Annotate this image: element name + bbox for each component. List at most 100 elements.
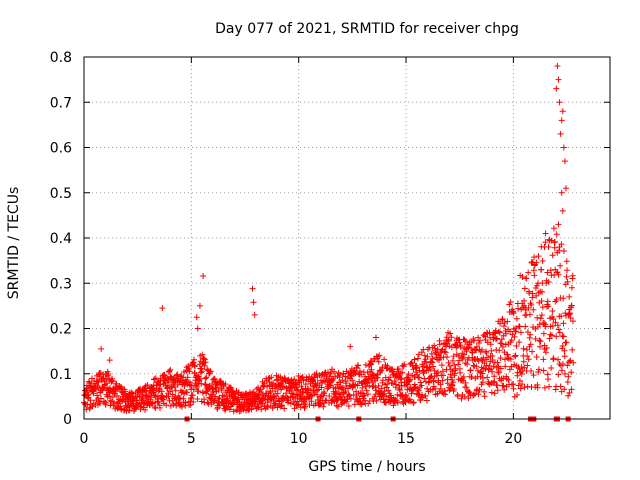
data-point: [279, 383, 286, 390]
grid-layer: [84, 57, 610, 419]
data-point: [570, 359, 577, 366]
data-point: [497, 355, 504, 362]
data-point: [481, 388, 488, 395]
data-point: [497, 365, 504, 372]
data-point: [383, 393, 390, 400]
data-point: [461, 393, 468, 400]
data-point: [442, 349, 449, 356]
data-point: [165, 393, 172, 400]
data-point: [559, 207, 566, 214]
data-point: [494, 382, 501, 389]
data-point: [211, 376, 218, 383]
data-point: [405, 371, 412, 378]
data-point: [450, 386, 457, 393]
data-point: [385, 387, 392, 394]
data-point: [489, 368, 496, 375]
data-point: [423, 359, 430, 366]
data-point: [475, 391, 482, 398]
data-point: [557, 262, 564, 269]
data-point: [355, 362, 362, 369]
y-tick-label: 0.2: [50, 322, 72, 338]
data-point: [513, 343, 520, 350]
data-point: [448, 334, 455, 341]
data-point: [348, 373, 355, 380]
data-point: [523, 311, 530, 318]
data-point: [138, 396, 145, 403]
data-point: [457, 369, 464, 376]
data-point: [352, 370, 359, 377]
data-point: [166, 368, 173, 375]
data-point: [535, 366, 542, 373]
data-point: [566, 389, 573, 396]
data-point: [190, 359, 197, 366]
data-point: [216, 394, 223, 401]
data-point: [160, 396, 167, 403]
data-point: [537, 343, 544, 350]
data-point: [482, 333, 489, 340]
data-point: [372, 391, 379, 398]
data-point: [142, 406, 149, 413]
x-tick-label: 5: [187, 431, 196, 447]
data-point: [550, 225, 557, 232]
data-point: [109, 377, 116, 384]
data-point: [151, 392, 158, 399]
data-point: [351, 369, 358, 376]
data-point: [372, 334, 379, 341]
data-point: [475, 339, 482, 346]
data-point: [167, 388, 174, 395]
data-point: [491, 378, 498, 385]
y-axis-label: SRMTID / TECUs: [6, 187, 22, 300]
data-point: [298, 383, 305, 390]
data-point: [123, 403, 130, 410]
data-point: [376, 352, 383, 359]
data-point: [189, 392, 196, 399]
data-point: [521, 297, 528, 304]
data-point: [148, 400, 155, 407]
data-point: [401, 361, 408, 368]
data-point: [499, 316, 506, 323]
data-point: [438, 362, 445, 369]
data-point: [372, 384, 379, 391]
data-point: [446, 387, 453, 394]
data-point: [448, 374, 455, 381]
data-point: [440, 372, 447, 379]
data-point: [472, 390, 479, 397]
data-point: [387, 398, 394, 405]
data-point: [274, 376, 281, 383]
data-point: [428, 358, 435, 365]
data-point: [118, 384, 125, 391]
data-point: [502, 327, 509, 334]
data-point: [507, 328, 514, 335]
data-point: [485, 378, 492, 385]
data-point: [389, 368, 396, 375]
data-point: [202, 381, 209, 388]
data-point: [552, 266, 559, 273]
data-point: [177, 373, 184, 380]
data-point: [410, 399, 417, 406]
ticks-layer: 0 5 10 15 20 0 0.1 0.2 0.3 0.4 0.5 0.6 0.7 0.8: [50, 50, 610, 447]
data-point: [518, 363, 525, 370]
data-point: [129, 390, 136, 397]
x-axis-label: GPS time / hours: [308, 459, 425, 475]
data-point: [513, 325, 520, 332]
data-point: [560, 295, 567, 302]
data-point: [318, 384, 325, 391]
data-point: [368, 361, 375, 368]
data-point: [285, 397, 292, 404]
data-point: [103, 375, 110, 382]
data-point: [466, 388, 473, 395]
data-point: [521, 302, 528, 309]
data-point: [164, 379, 171, 386]
data-point: [445, 359, 452, 366]
y-tick-label: 0.3: [50, 276, 72, 292]
data-point: [538, 298, 545, 305]
data-point: [522, 323, 529, 330]
data-point: [98, 345, 105, 352]
data-point: [506, 301, 513, 308]
data-point: [565, 359, 572, 366]
data-point: [542, 230, 549, 237]
data-point: [560, 320, 567, 327]
data-point: [365, 400, 372, 407]
data-point: [194, 396, 201, 403]
data-point: [536, 321, 543, 328]
